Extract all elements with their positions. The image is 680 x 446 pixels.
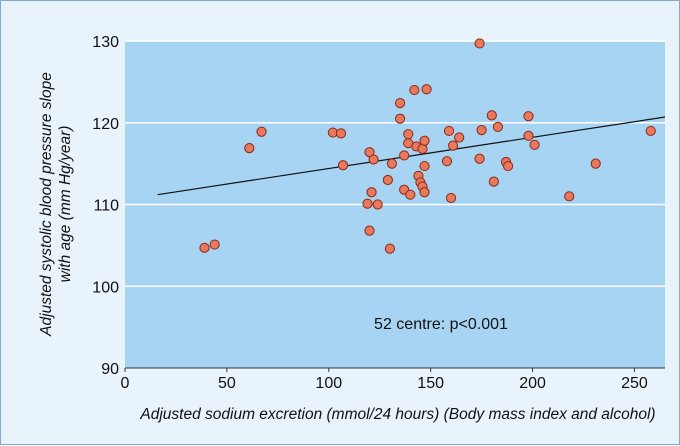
data-point-2	[244, 142, 255, 154]
x-tick-label-200: 200	[519, 375, 546, 392]
x-tick-label-250: 250	[621, 375, 648, 392]
data-point-49	[564, 191, 575, 202]
data-point-29	[419, 187, 430, 198]
y-tick-label-100: 100	[92, 279, 119, 296]
data-point-14	[384, 243, 396, 254]
data-point-31	[419, 160, 430, 172]
p-value-annotation: 52 centre: p<0.001	[374, 316, 508, 333]
data-point-46	[523, 111, 534, 122]
data-point-48	[529, 139, 540, 150]
data-point-13	[382, 174, 393, 186]
regression-line	[157, 116, 666, 196]
data-point-15	[386, 158, 398, 169]
data-point-23	[409, 84, 420, 96]
x-axis-title: Adjusted sodium excretion (mmol/24 hours…	[139, 406, 655, 423]
x-tick-label-50: 50	[218, 375, 236, 392]
data-point-5	[335, 128, 347, 139]
data-point-17	[394, 113, 406, 124]
data-point-34	[443, 125, 455, 137]
data-points	[199, 38, 656, 254]
data-point-10	[366, 187, 377, 198]
data-point-1	[209, 239, 220, 250]
data-point-32	[421, 84, 432, 95]
data-point-12	[372, 199, 383, 210]
data-point-41	[486, 110, 497, 121]
data-point-47	[523, 130, 534, 141]
x-tick-label-100: 100	[315, 375, 342, 392]
data-point-9	[364, 225, 375, 236]
y-tick-label-120: 120	[92, 116, 119, 133]
data-point-51	[645, 125, 656, 137]
data-point-43	[492, 121, 504, 132]
data-point-11	[368, 154, 379, 165]
gridlines	[125, 40, 665, 287]
y-tick-label-130: 130	[92, 34, 119, 51]
data-point-35	[445, 192, 457, 204]
data-point-22	[405, 189, 416, 200]
data-point-40	[476, 125, 487, 136]
data-point-30	[419, 135, 430, 146]
data-point-21	[403, 129, 414, 140]
data-point-37	[454, 132, 465, 143]
data-point-33	[441, 156, 453, 167]
data-point-3	[256, 126, 267, 137]
x-tick-label-150: 150	[417, 375, 444, 392]
data-point-0	[199, 242, 210, 253]
data-point-42	[488, 176, 499, 187]
y-tick-label-90: 90	[101, 361, 119, 378]
x-tick-label-0: 0	[121, 375, 130, 392]
x-axis-ticks: 0 50 100 150 200 250	[121, 368, 648, 392]
data-point-6	[337, 160, 349, 171]
data-point-45	[502, 160, 514, 172]
y-axis-title-line1: Adjusted systolic blood pressure slope	[38, 72, 55, 337]
data-point-50	[590, 158, 601, 169]
data-point-39	[474, 153, 485, 164]
data-point-16	[394, 98, 406, 109]
data-point-18	[399, 150, 410, 161]
data-point-36	[447, 140, 459, 151]
data-point-38	[474, 38, 485, 49]
y-axis-ticks: 90 100 110 120 130	[92, 34, 119, 378]
y-tick-label-110: 110	[93, 198, 119, 215]
data-point-7	[362, 198, 373, 209]
y-axis-title-line2: with age (mm Hg/year)	[57, 126, 74, 283]
